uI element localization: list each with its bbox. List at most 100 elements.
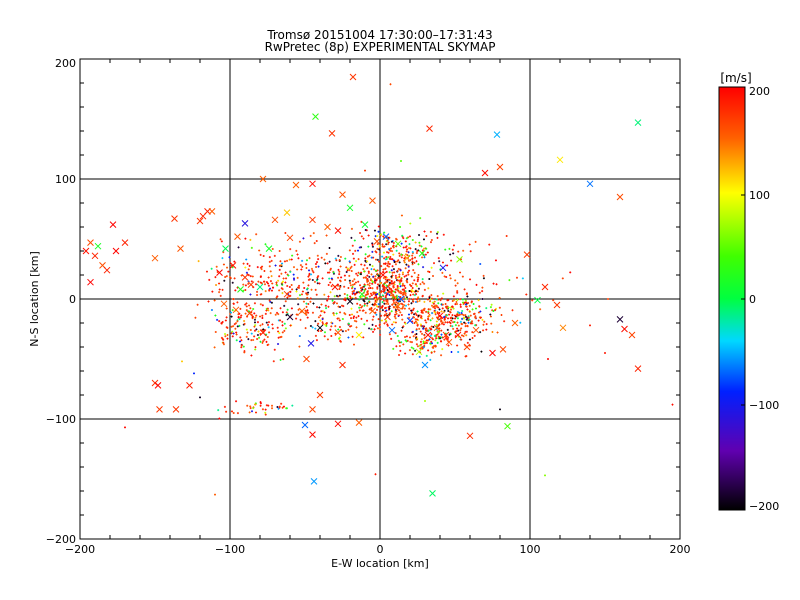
data-point-dot xyxy=(454,284,457,287)
data-point-dot xyxy=(378,327,381,330)
data-point-dot xyxy=(420,311,423,314)
data-point-dot xyxy=(405,274,408,277)
data-point-dot xyxy=(214,330,217,333)
data-point-dot xyxy=(461,298,464,301)
data-point-dot xyxy=(402,246,405,249)
data-point-dot xyxy=(372,275,375,278)
data-point-dot xyxy=(276,326,279,329)
data-point-dot xyxy=(383,286,386,289)
data-point-dot xyxy=(411,330,414,333)
data-point-dot xyxy=(363,264,366,267)
data-point-cross xyxy=(316,324,324,332)
data-point-dot xyxy=(393,281,396,284)
data-point-dot xyxy=(364,257,367,260)
data-point-dot xyxy=(218,288,221,291)
data-point-cross xyxy=(339,361,346,369)
data-point-dot xyxy=(413,322,416,325)
data-point-dot xyxy=(428,338,431,341)
data-point-dot xyxy=(452,244,455,247)
data-point-dot xyxy=(460,327,463,330)
data-point-dot xyxy=(235,331,238,334)
data-point-dot xyxy=(296,276,299,279)
data-point-dot xyxy=(256,338,259,341)
data-point-dot xyxy=(219,238,222,241)
data-point-dot xyxy=(451,317,454,320)
data-point-dot xyxy=(240,346,243,349)
data-point-dot xyxy=(456,329,459,332)
data-point-dot xyxy=(298,294,301,297)
data-point-dot xyxy=(274,313,277,316)
data-point-dot xyxy=(363,323,366,326)
data-point-dot xyxy=(462,303,465,305)
data-point-dot xyxy=(257,330,260,333)
data-point-dot xyxy=(384,267,387,270)
data-point-dot xyxy=(382,299,385,302)
data-point-dot xyxy=(279,260,282,263)
data-point-dot xyxy=(448,274,451,277)
data-point-dot xyxy=(290,307,293,310)
data-point-dot xyxy=(245,305,248,308)
data-point-dot xyxy=(220,322,223,325)
data-point-dot xyxy=(383,297,386,300)
data-point-dot xyxy=(345,266,348,269)
data-point-dot xyxy=(490,303,493,306)
data-point-dot xyxy=(503,320,506,323)
data-point-dot xyxy=(325,234,328,237)
data-point-dot xyxy=(249,275,252,278)
data-point-dot xyxy=(291,254,294,257)
data-point-dot xyxy=(264,283,267,286)
data-point-dot xyxy=(387,261,390,264)
data-point-dot xyxy=(320,330,323,333)
data-point-dot xyxy=(388,271,391,274)
data-point-dot xyxy=(462,301,465,304)
data-point-dot xyxy=(392,253,395,256)
data-point-dot xyxy=(221,288,224,291)
data-point-dot xyxy=(372,330,375,333)
data-point-dot xyxy=(315,293,318,296)
data-point-dot xyxy=(254,403,257,406)
data-point-dot xyxy=(399,226,402,229)
data-point-dot xyxy=(427,349,430,352)
data-point-dot xyxy=(421,311,424,314)
data-point-cross xyxy=(634,365,642,372)
data-point-dot xyxy=(367,287,370,290)
data-point-dot xyxy=(270,307,273,310)
data-point-dot xyxy=(276,284,279,287)
data-point-cross xyxy=(496,163,504,171)
data-point-dot xyxy=(402,291,405,294)
data-point-dot xyxy=(291,404,294,407)
data-point-dot xyxy=(404,240,407,243)
data-point-dot xyxy=(477,311,480,314)
data-point-dot xyxy=(374,269,377,272)
data-point-dot xyxy=(479,310,482,313)
data-point-dot xyxy=(343,292,346,295)
data-point-dot xyxy=(330,325,333,328)
data-point-dot xyxy=(324,304,327,307)
data-point-dot xyxy=(247,282,250,285)
data-point-dot xyxy=(232,302,235,305)
data-point-dot xyxy=(269,300,272,303)
data-point-cross xyxy=(421,361,429,369)
data-point-dot xyxy=(238,312,241,315)
data-point-dot xyxy=(222,263,225,266)
data-point-dot xyxy=(385,256,388,259)
data-point-dot xyxy=(225,326,228,329)
data-point-dot xyxy=(449,322,452,325)
data-point-cross xyxy=(463,343,471,351)
data-point-dot xyxy=(384,307,387,310)
data-point-dot xyxy=(461,310,464,313)
data-point-dot xyxy=(391,323,394,326)
data-point-dot xyxy=(393,283,396,286)
data-point-dot xyxy=(443,317,446,320)
data-point-dot xyxy=(384,291,387,294)
data-point-dot xyxy=(408,307,411,310)
data-point-dot xyxy=(426,298,429,301)
data-point-dot xyxy=(351,335,354,338)
data-point-dot xyxy=(252,307,255,310)
data-point-dot xyxy=(382,290,385,293)
data-point-cross xyxy=(394,240,402,248)
data-point-dot xyxy=(281,331,284,334)
data-point-cross xyxy=(426,125,433,132)
data-point-dot xyxy=(370,328,373,331)
data-point-dot xyxy=(255,233,258,236)
